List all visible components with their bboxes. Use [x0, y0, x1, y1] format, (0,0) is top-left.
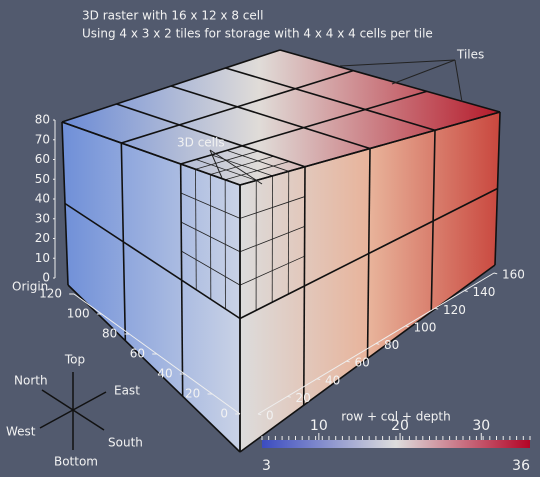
axis-tick-label: 40 — [35, 192, 50, 206]
annotation: 3D cells — [177, 136, 225, 150]
compass-label: North — [14, 374, 48, 388]
compass-label: East — [114, 384, 140, 398]
axis-tick-label: 50 — [35, 172, 50, 186]
colorbar-tick-label: 30 — [472, 418, 490, 434]
axis-tick-label: 80 — [102, 327, 117, 341]
axis-tick-label: 120 — [39, 287, 62, 301]
grid-line — [170, 85, 371, 150]
grid-line — [180, 90, 427, 165]
axis-tick-label: 100 — [414, 320, 437, 334]
grid-line — [61, 121, 241, 186]
axis-tick-label: 20 — [35, 231, 50, 245]
colorbar-tick-label: 20 — [391, 418, 409, 434]
compass-label: Bottom — [54, 455, 98, 469]
leader — [209, 149, 263, 185]
axis-tick-label: 30 — [35, 211, 50, 225]
title-line: Using 4 x 3 x 2 tiles for storage with 4… — [82, 27, 433, 41]
leader — [339, 59, 456, 67]
annotation: Origin — [12, 280, 48, 294]
leader — [454, 59, 463, 103]
grid-line — [239, 226, 305, 253]
axis-tick-label: 60 — [130, 347, 145, 361]
grid-line — [181, 250, 241, 286]
grid-line — [239, 264, 496, 453]
axis-tick-label: 20 — [296, 391, 311, 405]
grid-line — [195, 150, 258, 170]
axis-tick-label: 70 — [35, 132, 50, 146]
grid-line — [61, 49, 281, 123]
axis-tick-label: 10 — [35, 251, 50, 265]
colorbar — [262, 440, 530, 448]
axis-tick-label: 20 — [185, 387, 200, 401]
colorbar-title: row + col + depth — [341, 410, 450, 424]
axis-tick-label: 80 — [35, 113, 50, 127]
axis-tick — [493, 272, 498, 275]
axis-tick-label: 0 — [266, 409, 274, 423]
compass-label: South — [108, 436, 143, 450]
grid-line — [180, 192, 241, 219]
axis-tick-label: 100 — [67, 307, 90, 321]
leader — [391, 59, 456, 85]
grid-line — [279, 49, 501, 113]
top-face — [62, 50, 500, 185]
tile-lines — [61, 49, 501, 453]
grid-line — [239, 187, 498, 320]
compass — [39, 372, 107, 450]
grid-line — [239, 111, 501, 186]
axis-tick-label: 60 — [35, 152, 50, 166]
colorbar-max: 36 — [512, 458, 530, 474]
colorbar-tick-label: 10 — [310, 418, 328, 434]
axis-tick-label: 0 — [42, 271, 50, 285]
axis-tick-label: 0 — [220, 407, 228, 421]
colorbar-min: 3 — [262, 458, 271, 474]
compass-label: Top — [64, 353, 85, 367]
grid-line — [116, 103, 306, 168]
grid-line — [239, 196, 305, 219]
grid-line — [121, 69, 354, 144]
axis-tick-label: 140 — [473, 285, 496, 299]
grid-line — [210, 155, 274, 175]
title-line: 3D raster with 16 x 12 x 8 cell — [82, 9, 263, 23]
compass-label: West — [6, 425, 36, 439]
grid-line — [67, 284, 241, 453]
axis-tick-label: 160 — [502, 268, 525, 282]
axis-tick-label: 120 — [443, 303, 466, 317]
grid-line — [64, 202, 241, 320]
grid-line — [239, 255, 305, 286]
grid-line — [225, 161, 290, 181]
axis-tick-label: 80 — [384, 338, 399, 352]
axis-line — [73, 293, 241, 415]
axis-tick-label: 60 — [355, 356, 370, 370]
compass-axis — [39, 391, 107, 429]
axis-tick-label: 40 — [325, 373, 340, 387]
grid-line — [225, 67, 436, 132]
annotation: Tiles — [456, 48, 484, 62]
axis-tick-label: 40 — [157, 367, 172, 381]
axis-line — [257, 272, 495, 415]
grid-line — [180, 221, 241, 253]
leader — [209, 149, 223, 179]
